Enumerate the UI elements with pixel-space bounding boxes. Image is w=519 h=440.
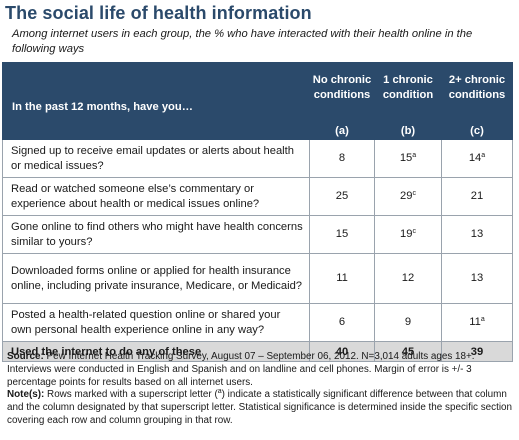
health-activities-table: In the past 12 months, have you… No chro… — [2, 62, 513, 362]
source-label: Source: — [7, 351, 44, 362]
significance-marker: a — [480, 316, 485, 323]
note-superscript: a — [217, 388, 222, 396]
significance-note: Note(s): Rows marked with a superscript … — [7, 388, 512, 426]
significance-marker: a — [412, 152, 417, 159]
column-name: 2+ chronic conditions — [448, 74, 506, 101]
page-subtitle: Among internet users in each group, the … — [12, 28, 473, 55]
footnotes: Source: Pew Internet Health Tracking Sur… — [7, 351, 512, 428]
column-header-no-chronic: No chronic conditions (a) — [309, 62, 375, 140]
cell-value: 11 — [309, 253, 375, 304]
question-header: In the past 12 months, have you… — [2, 62, 310, 140]
cell-value: 6 — [309, 303, 375, 342]
total-row: Used the internet to do any of these 40 … — [2, 341, 513, 362]
column-name: 1 chronic condition — [382, 74, 434, 101]
note-label: Note(s): — [7, 389, 45, 401]
cell-value: 25 — [309, 177, 375, 216]
source-text: Pew Internet Health Tracking Survey, Aug… — [7, 351, 475, 388]
cell-value: 13 — [441, 253, 513, 304]
column-header-two-plus-chronic: 2+ chronic conditions (c) — [441, 62, 513, 140]
column-name: No chronic conditions — [312, 74, 372, 101]
row-label: Gone online to find others who might hav… — [2, 215, 310, 254]
row-label: Read or watched someone else’s commentar… — [2, 177, 310, 216]
table-row: Posted a health-related question online … — [2, 303, 513, 342]
table-header-row: In the past 12 months, have you… No chro… — [2, 62, 513, 140]
page-title: The social life of health information — [5, 3, 312, 23]
column-letter: (c) — [470, 125, 484, 137]
total-value: 45 — [374, 341, 442, 362]
total-label: Used the internet to do any of these — [2, 341, 310, 362]
cell-value: 11a — [441, 303, 513, 342]
column-letter: (a) — [335, 125, 349, 137]
table-row: Signed up to receive email updates or al… — [2, 139, 513, 178]
cell-value: 14a — [441, 139, 513, 178]
column-letter: (b) — [400, 125, 416, 137]
significance-marker: c — [412, 228, 416, 235]
significance-marker: a — [481, 152, 486, 159]
cell-value: 8 — [309, 139, 375, 178]
cell-value: 13 — [441, 215, 513, 254]
cell-value: 21 — [441, 177, 513, 216]
cell-value: 15a — [374, 139, 442, 178]
cell-value: 29c — [374, 177, 442, 216]
total-value: 39 — [441, 341, 513, 362]
row-label: Signed up to receive email updates or al… — [2, 139, 310, 178]
total-value: 40 — [309, 341, 375, 362]
cell-value: 19c — [374, 215, 442, 254]
source-note: Source: Pew Internet Health Tracking Sur… — [7, 351, 512, 389]
cell-value: 9 — [374, 303, 442, 342]
cell-value: 15 — [309, 215, 375, 254]
column-header-one-chronic: 1 chronic condition (b) — [374, 62, 442, 140]
cell-value: 12 — [374, 253, 442, 304]
row-label: Downloaded forms online or applied for h… — [2, 253, 310, 304]
row-label: Posted a health-related question online … — [2, 303, 310, 342]
significance-marker: c — [412, 190, 416, 197]
table-row: Read or watched someone else’s commentar… — [2, 177, 513, 216]
table-row: Gone online to find others who might hav… — [2, 215, 513, 254]
table-row: Downloaded forms online or applied for h… — [2, 253, 513, 304]
